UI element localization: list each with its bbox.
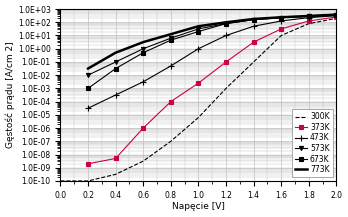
773K <box>307 15 311 17</box>
473K <box>307 16 311 19</box>
Legend: 300K, 373K, 473K, 573K, 673K, 773K: 300K, 373K, 473K, 573K, 673K, 773K <box>292 109 333 177</box>
300K <box>169 140 173 143</box>
300K <box>334 17 339 20</box>
673K <box>196 30 200 33</box>
773K <box>113 51 118 54</box>
473K <box>86 107 90 110</box>
573K <box>86 74 90 76</box>
473K <box>169 65 173 67</box>
773K <box>334 13 339 16</box>
373K <box>141 127 145 129</box>
473K <box>141 81 145 83</box>
673K <box>86 87 90 90</box>
373K <box>169 100 173 103</box>
673K <box>141 51 145 54</box>
373K <box>279 28 283 30</box>
300K <box>113 173 118 176</box>
573K <box>334 14 339 16</box>
373K <box>196 82 200 84</box>
773K <box>224 21 228 24</box>
373K <box>252 41 256 43</box>
573K <box>279 16 283 19</box>
573K <box>224 22 228 25</box>
673K <box>334 14 339 16</box>
300K <box>141 160 145 162</box>
373K <box>224 61 228 63</box>
300K <box>252 61 256 63</box>
373K <box>307 20 311 22</box>
673K <box>169 39 173 41</box>
Line: 473K: 473K <box>85 13 339 111</box>
673K <box>113 67 118 70</box>
300K <box>307 22 311 25</box>
673K <box>307 15 311 18</box>
Line: 673K: 673K <box>86 13 339 90</box>
773K <box>196 25 200 28</box>
300K <box>196 116 200 119</box>
300K <box>86 180 90 182</box>
Line: 373K: 373K <box>86 15 339 166</box>
573K <box>113 61 118 63</box>
473K <box>196 48 200 50</box>
Y-axis label: Gęstość prądu [A/cm 2]: Gęstość prądu [A/cm 2] <box>6 42 15 148</box>
X-axis label: Napęcie [V]: Napęcie [V] <box>172 202 225 211</box>
373K <box>334 16 339 18</box>
373K <box>113 157 118 160</box>
573K <box>196 28 200 30</box>
Line: 300K: 300K <box>61 18 337 181</box>
673K <box>252 18 256 21</box>
573K <box>169 37 173 39</box>
300K <box>279 34 283 37</box>
573K <box>307 15 311 18</box>
473K <box>113 94 118 96</box>
Line: 773K: 773K <box>88 15 337 69</box>
573K <box>252 18 256 21</box>
573K <box>141 48 145 50</box>
773K <box>279 16 283 19</box>
773K <box>141 41 145 43</box>
773K <box>86 67 90 70</box>
473K <box>279 20 283 22</box>
Line: 573K: 573K <box>86 13 339 77</box>
373K <box>86 163 90 165</box>
300K <box>224 87 228 90</box>
673K <box>224 22 228 25</box>
473K <box>224 34 228 37</box>
773K <box>169 33 173 36</box>
473K <box>334 14 339 17</box>
673K <box>279 16 283 19</box>
300K <box>58 180 63 182</box>
473K <box>252 25 256 28</box>
773K <box>252 18 256 20</box>
